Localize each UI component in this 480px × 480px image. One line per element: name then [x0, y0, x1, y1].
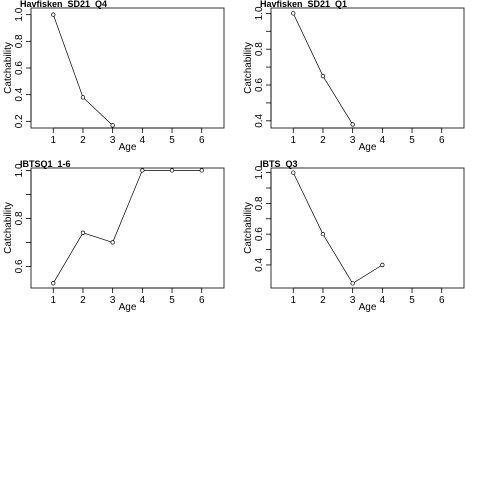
data-point	[350, 281, 355, 286]
x-tick-label: 1	[290, 295, 296, 306]
x-tick-label: 1	[50, 135, 56, 146]
y-tick-label: 1.0	[14, 7, 25, 21]
series-line	[52, 170, 202, 284]
data-point	[110, 123, 115, 128]
plot-frame	[30, 167, 225, 289]
panel-title: Havfisken_SD21_Q1	[260, 0, 347, 9]
series-line	[292, 13, 353, 125]
x-tick-label: 6	[439, 135, 445, 146]
y-tick-label: 0.4	[254, 113, 265, 127]
y-tick-label: 0.6	[14, 61, 25, 75]
chart-panel: Havfisken_SD21_Q4 1 2 3 4 5 6 Age 0.2 0.4 0.6 0.8 1.…	[3, 0, 225, 153]
y-tick-label: 0.8	[14, 34, 25, 48]
data-point	[350, 122, 355, 127]
data-point	[380, 262, 385, 268]
y-tick-label: 0.8	[14, 211, 25, 225]
x-tick-label: 2	[320, 295, 326, 306]
x-tick-label: 3	[350, 135, 356, 146]
x-tick-label: 5	[169, 295, 175, 306]
x-tick-label: 4	[380, 135, 386, 146]
x-tick-label: 4	[380, 295, 386, 306]
x-tick-label: 1	[290, 135, 296, 146]
x-tick-label: 5	[409, 135, 415, 146]
x-tick-label: 5	[169, 135, 175, 146]
x-tick-label: 6	[199, 135, 205, 146]
x-tick-label: 3	[350, 295, 356, 306]
y-tick-label: 0.6	[254, 227, 265, 241]
panel-title: IBTS_Q3	[260, 159, 298, 169]
x-tick-label: 6	[439, 295, 445, 306]
chart-panel: Havfisken_SD21_Q1 1 2 3 4 5 6 Age 0.4 0.6 0.8 1.0 Ca…	[243, 0, 465, 153]
data-point	[320, 232, 326, 237]
x-tick-label: 4	[140, 135, 146, 146]
y-tick-label: 1.0	[254, 165, 265, 179]
x-tick-label: 3	[110, 135, 116, 146]
x-axis-label: Age	[119, 142, 137, 153]
y-tick-label: 0.6	[254, 78, 265, 92]
data-point	[51, 12, 56, 17]
x-tick-label: 1	[50, 295, 56, 306]
x-tick-label: 4	[140, 295, 146, 306]
y-tick-label: 0.8	[254, 196, 265, 210]
y-axis-label: Catchability	[3, 42, 14, 94]
data-point	[169, 168, 175, 173]
y-tick-label: 0.4	[254, 258, 265, 272]
x-tick-label: 6	[199, 295, 205, 306]
data-point	[199, 168, 204, 173]
data-point	[80, 230, 86, 235]
data-point	[110, 240, 115, 245]
y-tick-label: 1.0	[14, 163, 25, 177]
plot-frame	[30, 7, 225, 129]
chart-panel: IBTS_Q3 1 2 3 4 5 6 Age 0.4 0.6 0.8 1.0 Catchability	[243, 159, 465, 313]
data-point	[320, 73, 326, 79]
x-tick-label: 3	[110, 295, 116, 306]
x-tick-label: 2	[320, 135, 326, 146]
y-axis-label: Catchability	[3, 202, 14, 254]
y-tick-label: 1.0	[254, 6, 265, 20]
series-line	[52, 14, 113, 126]
y-axis-label: Catchability	[243, 202, 254, 254]
chart-panel: IBTSQ1_1-6 1 2 3 4 5 6 Age 0.6 0.8 1.0 Catchability	[3, 159, 225, 313]
panel-title: Havfisken_SD21_Q4	[20, 0, 107, 9]
x-tick-label: 2	[80, 295, 86, 306]
x-axis-label: Age	[359, 142, 377, 153]
x-axis-label: Age	[359, 302, 377, 313]
plot-frame	[270, 7, 465, 129]
panel-title: IBTSQ1_1-6	[20, 159, 71, 169]
y-tick-label: 0.4	[14, 87, 25, 101]
x-tick-label: 5	[409, 295, 415, 306]
x-axis-label: Age	[119, 302, 137, 313]
data-point	[140, 168, 145, 173]
y-axis-label: Catchability	[243, 42, 254, 94]
x-tick-label: 2	[80, 135, 86, 146]
series-line	[292, 172, 383, 284]
y-tick-label: 0.2	[14, 114, 25, 128]
data-point	[51, 281, 56, 286]
data-point	[291, 170, 296, 175]
y-tick-label: 0.6	[14, 259, 25, 273]
data-point	[80, 95, 86, 100]
y-tick-label: 0.8	[254, 42, 265, 56]
data-point	[291, 11, 296, 16]
